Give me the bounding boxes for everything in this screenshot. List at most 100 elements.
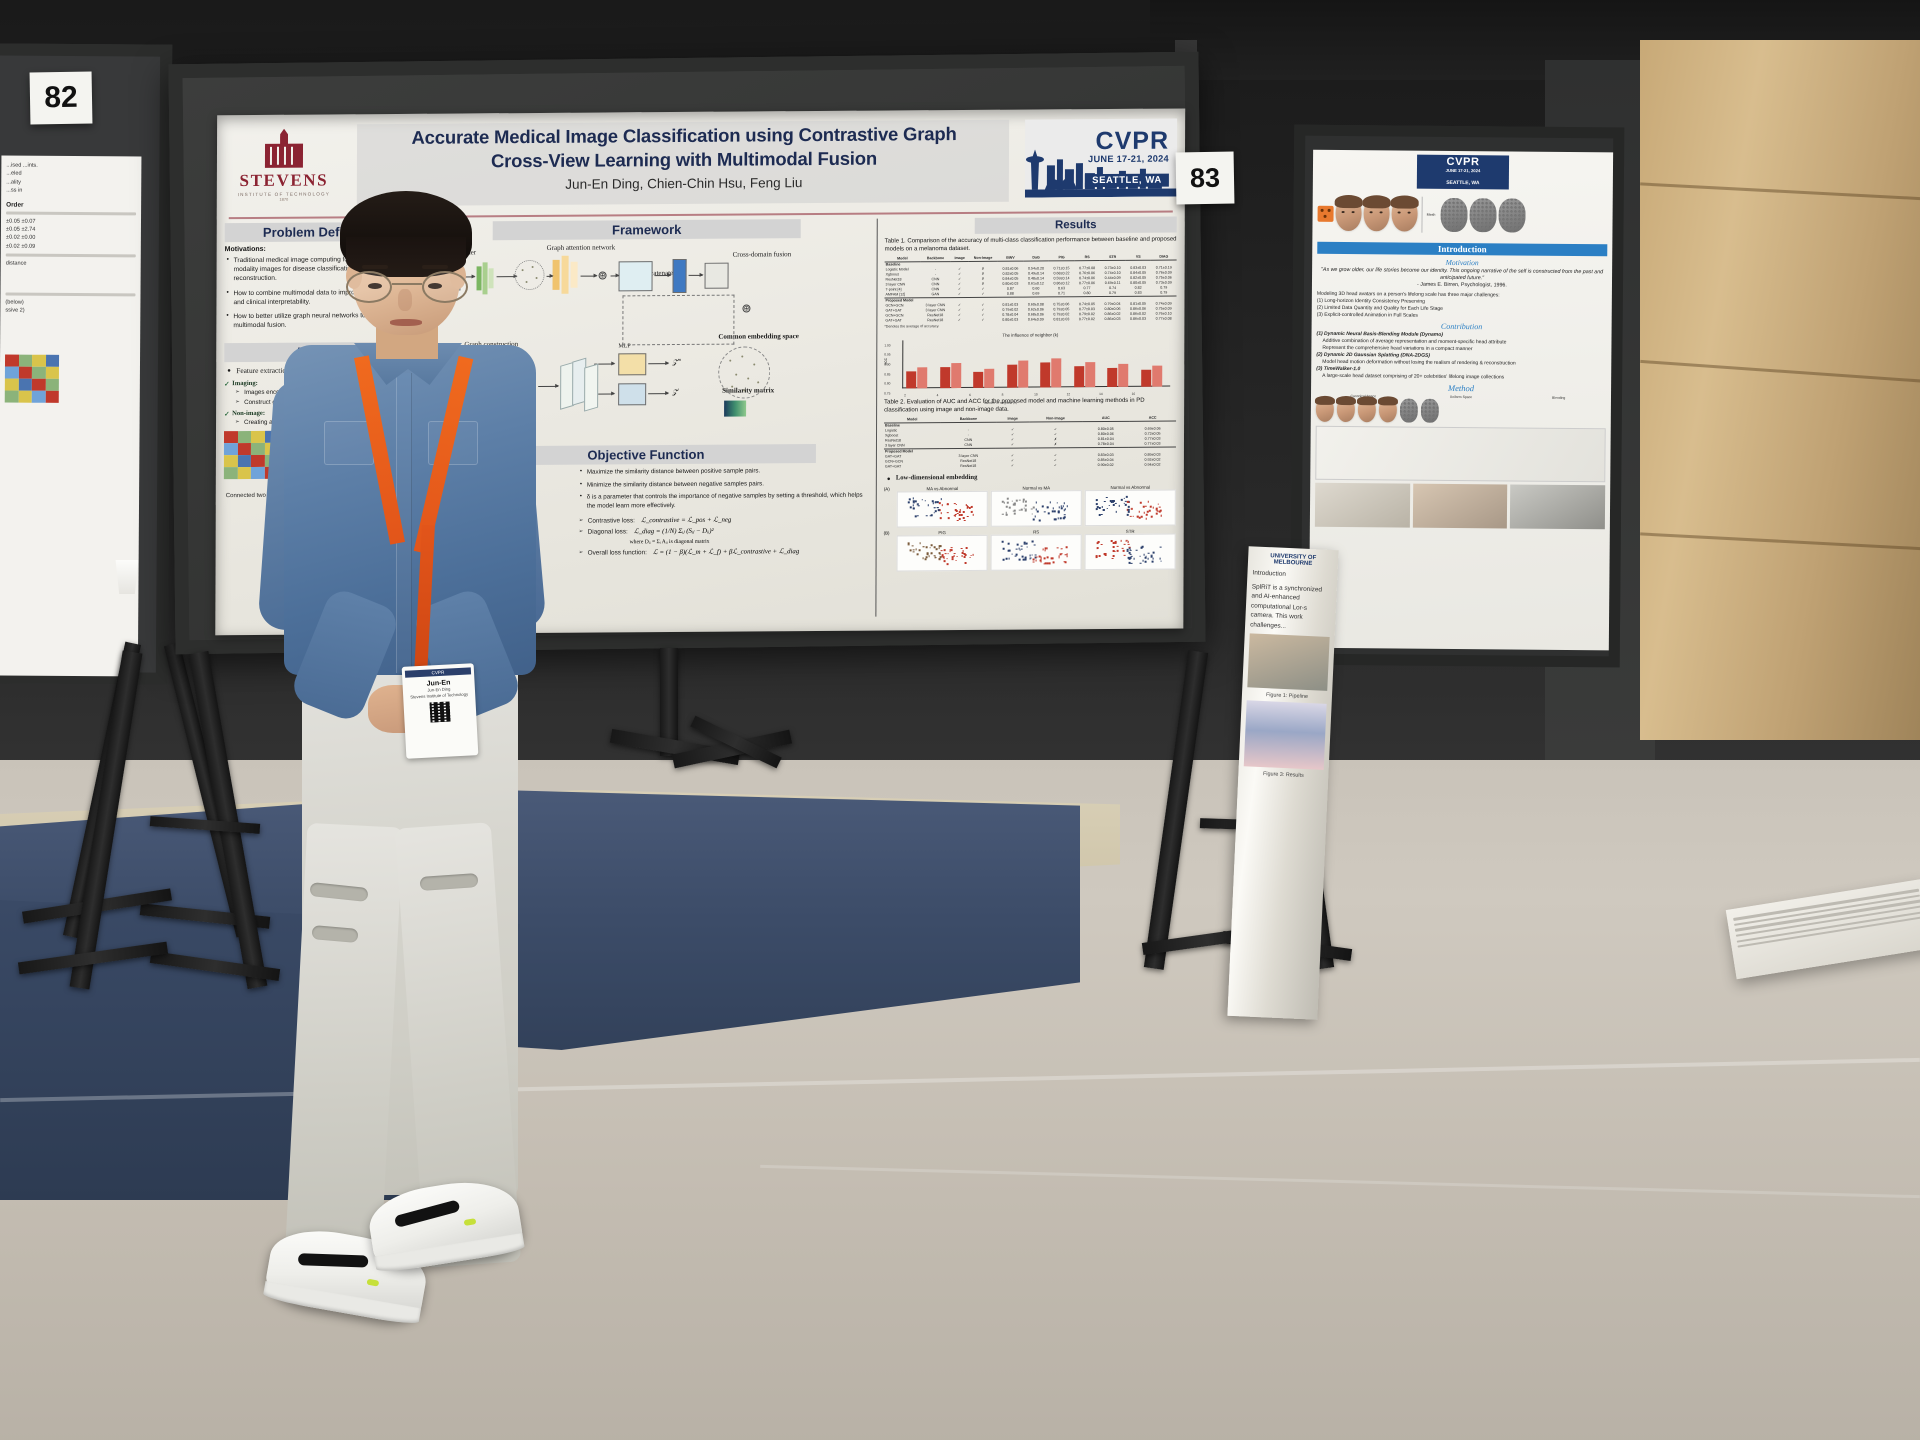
- table-cell: 0.80±0.03: [1002, 317, 1019, 323]
- scatter-point: [1035, 559, 1037, 562]
- scatter-point: [927, 504, 930, 506]
- scatter-point: [1035, 501, 1037, 504]
- tube-figure-caption: Figure 1: Pipeline: [1265, 691, 1309, 700]
- poster-header: STEVENS INSTITUTE OF TECHNOLOGY 1870 Acc…: [225, 115, 1178, 216]
- scatter-point: [933, 506, 935, 509]
- table-row: GAT+GAT ResNet18 ✓ ✓ 0.90±0.02 0.94±0.02: [884, 462, 1176, 469]
- shirt-pocket-left: [324, 421, 374, 465]
- scatter-point: [1145, 556, 1147, 559]
- scatter-point: [1029, 557, 1032, 559]
- scatter-point: [1043, 511, 1046, 513]
- stevens-tower-icon: [261, 129, 307, 169]
- scatter-point: [1138, 516, 1141, 519]
- scatter-point: [1115, 511, 1118, 513]
- scatter-point: [1142, 545, 1144, 548]
- main-poster: STEVENS INSTITUTE OF TECHNOLOGY 1870 Acc…: [215, 108, 1186, 636]
- scatter-point: [929, 514, 932, 517]
- scatter-point: [914, 500, 917, 503]
- table-cell: 0.94±0.02: [1144, 462, 1161, 467]
- chart-bar: [1018, 360, 1029, 388]
- scatter-point: [1145, 555, 1147, 558]
- scatter-point: [1127, 511, 1130, 513]
- left-poster-fragment: ±0.02 ±0.09: [5, 243, 36, 250]
- mouth: [390, 319, 422, 326]
- mesh-label: Mesh: [1426, 212, 1436, 217]
- scatter-point: [1066, 553, 1068, 555]
- scatter-point: [956, 555, 958, 558]
- scatter-point: [1006, 501, 1009, 504]
- nose: [398, 289, 412, 311]
- scatter-point: [951, 558, 954, 561]
- scatter-point: [940, 549, 943, 552]
- scatter-point: [1095, 508, 1098, 510]
- scatter-point: [966, 507, 969, 510]
- chart-y-label: ACC: [883, 357, 888, 365]
- table-cell: 0.86±0.03: [1104, 317, 1121, 322]
- poster-board-83: STEVENS INSTITUTE OF TECHNOLOGY 1870 Acc…: [168, 51, 1206, 655]
- scatter-point: [1114, 502, 1117, 505]
- scatter-point: [1138, 510, 1141, 513]
- scatter-point: [1039, 559, 1042, 562]
- scatter-point: [1124, 543, 1126, 546]
- scatter-point: [939, 545, 941, 547]
- scatter-point: [1124, 503, 1127, 506]
- scatter-point: [962, 517, 965, 519]
- scatter-point: [1146, 513, 1148, 516]
- scatter-point: [969, 556, 971, 559]
- scatter-point: [1011, 553, 1013, 556]
- embedding-heading: Low-dimensional embedding: [896, 472, 1176, 483]
- scatter-point: [922, 557, 924, 560]
- scatter-point: [912, 504, 915, 507]
- chart-x-tick: 8: [1001, 392, 1004, 397]
- scatter-point: [936, 501, 939, 504]
- method-pipeline-diagram: [1315, 426, 1606, 483]
- scatter-point: [1060, 552, 1063, 555]
- scatter-point: [911, 544, 914, 547]
- right-cvpr-logo: CVPR JUNE 17-21, 2024 SEATTLE, WA: [1416, 154, 1510, 190]
- chart-x-tick: 4: [936, 392, 939, 397]
- scatter-point: [1012, 503, 1015, 506]
- scatter-point: [1111, 501, 1113, 503]
- scatter-point: [947, 517, 950, 519]
- accuracy-denote-note: *Denotes the average of accuracy.: [884, 323, 940, 329]
- scatter-point: [1128, 546, 1131, 549]
- panel-label-a: (A): [883, 486, 890, 493]
- tube-gradient-figure: [1243, 699, 1327, 770]
- chart-bar: [1051, 358, 1062, 388]
- left-poster-subhead: Order: [6, 201, 24, 209]
- scatter-point: [966, 504, 969, 507]
- scatter-point: [1160, 546, 1162, 549]
- table-cell: ✓: [981, 318, 985, 323]
- table-cell: GAT+GAT: [885, 318, 902, 323]
- scatter-point: [940, 512, 943, 514]
- cvpr-wordmark: CVPR: [1446, 155, 1480, 169]
- scatter-point: [1114, 550, 1116, 553]
- hair-fringe: [346, 237, 466, 277]
- scatter-point: [1111, 557, 1114, 560]
- cvpr-city: SEATTLE, WA: [1085, 173, 1169, 187]
- scatter-point: [1043, 557, 1046, 560]
- scatter-point: [1054, 510, 1056, 513]
- scatter-point: [1129, 557, 1132, 559]
- scatter-point: [1126, 495, 1128, 498]
- scatter-point: [1057, 547, 1059, 549]
- scatter-point: [955, 559, 958, 562]
- scatter-point: [1024, 558, 1027, 561]
- scatter-point: [1136, 515, 1139, 518]
- scatter-point: [1031, 513, 1034, 515]
- scatter-point: [1044, 547, 1047, 550]
- poster-board-right: CVPR JUNE 17-21, 2024 SEATTLE, WA Mesh I…: [1289, 124, 1625, 668]
- scatter-point: [1160, 514, 1162, 517]
- scatter-point: [1059, 517, 1062, 520]
- scatter-point: [1019, 549, 1022, 551]
- column-results: Results Table 1. Comparison of the accur…: [875, 216, 1177, 617]
- scatter-point: [953, 552, 956, 555]
- common-embedding-circle: [718, 346, 771, 399]
- cvpr-dates: JUNE 17-21, 2024: [1445, 167, 1481, 174]
- scatter-point: [916, 553, 919, 555]
- scatter-point: [1058, 556, 1060, 559]
- left-poster-fragment: distance: [5, 260, 27, 267]
- scatter-point: [1143, 512, 1146, 514]
- scatter-point: [924, 499, 927, 502]
- scatter-point: [1131, 562, 1133, 565]
